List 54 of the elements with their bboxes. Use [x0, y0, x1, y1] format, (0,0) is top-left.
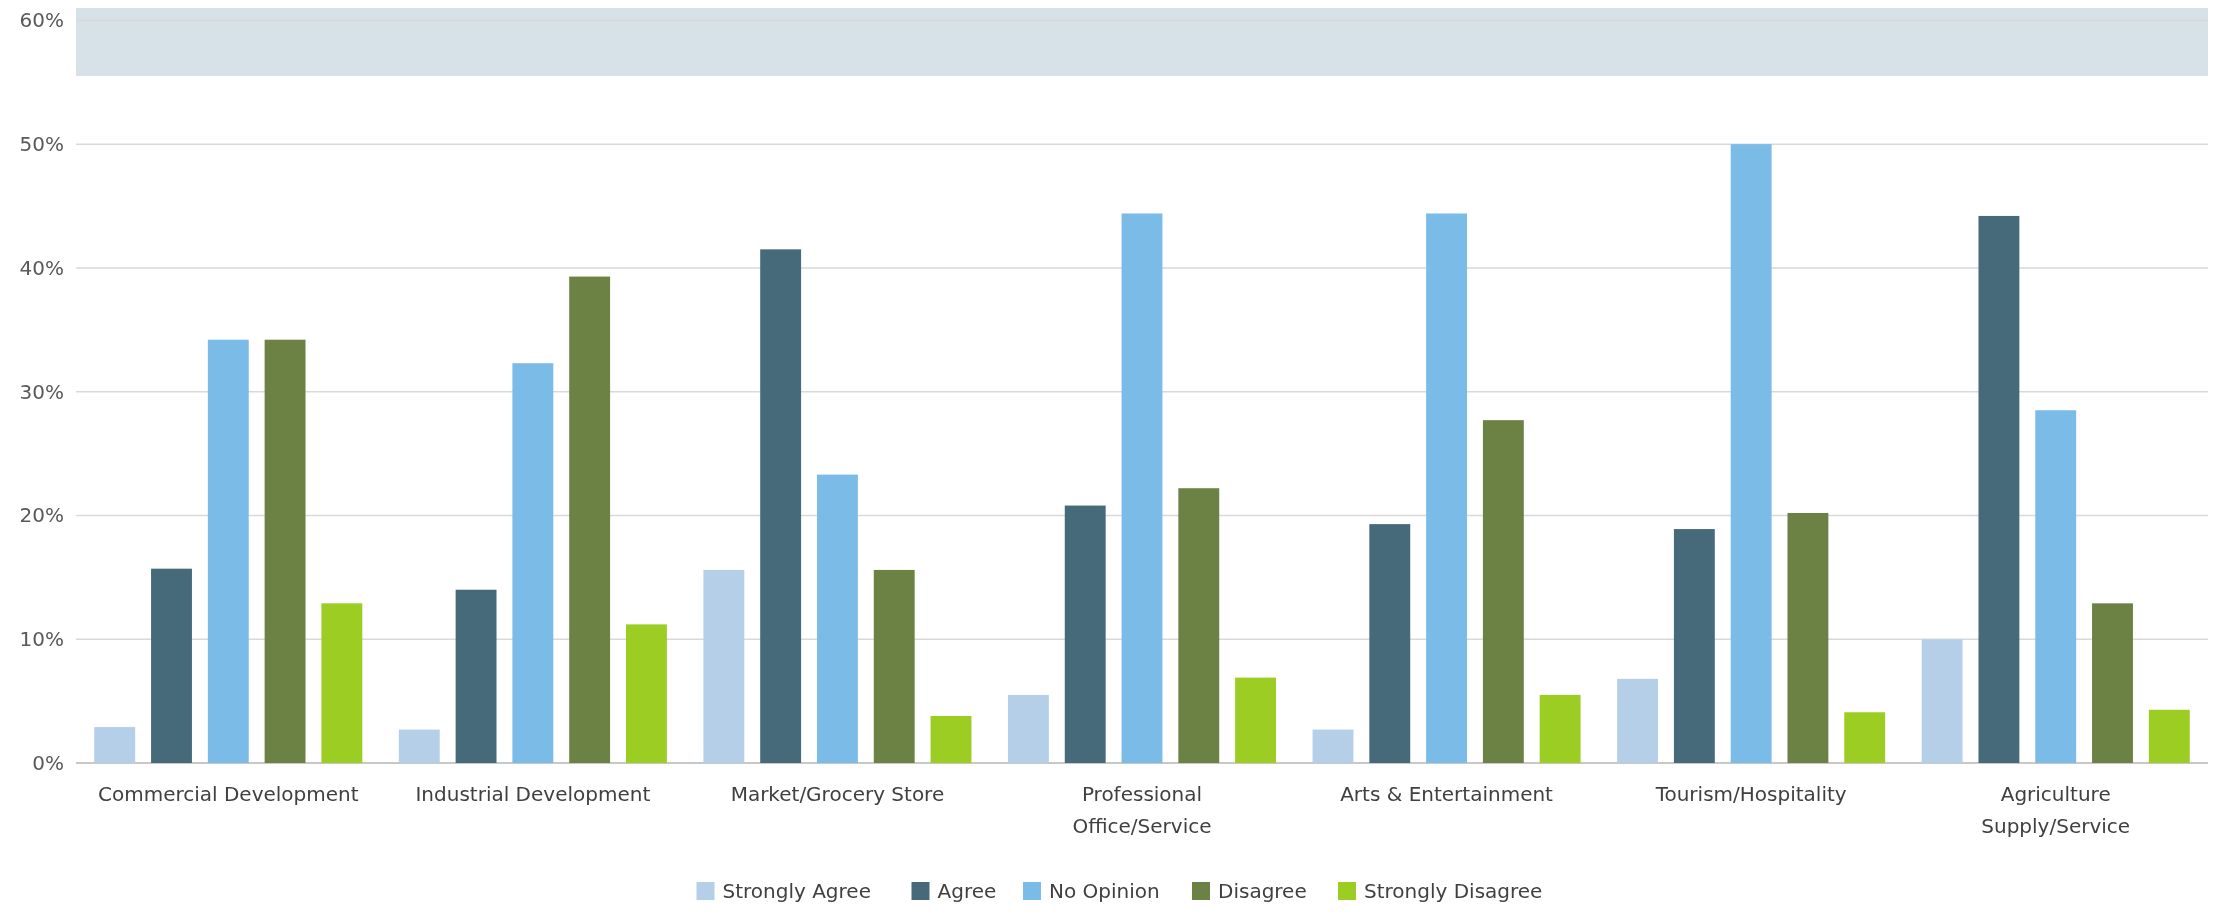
bar	[569, 276, 611, 763]
bar	[512, 363, 554, 763]
bar	[1426, 213, 1468, 763]
y-tick-label: 10%	[19, 627, 64, 652]
bar	[1482, 420, 1524, 763]
bar	[1539, 694, 1581, 763]
bar	[1369, 524, 1411, 763]
bar	[816, 474, 858, 763]
x-tick-label: Commercial Development	[97, 782, 359, 806]
legend-label: Agree	[937, 879, 997, 903]
bar	[94, 727, 136, 763]
bar	[264, 339, 306, 763]
bar	[873, 569, 915, 763]
bar	[1978, 215, 2020, 763]
bar	[703, 569, 745, 763]
y-tick-label: 0%	[32, 751, 64, 775]
y-tick-label: 40%	[19, 255, 64, 280]
x-tick-label: Professional Office/Service	[1072, 782, 1212, 838]
legend-label: Strongly Disagree	[1364, 879, 1543, 903]
x-tick-label: Industrial Development	[415, 782, 651, 806]
bar	[1178, 488, 1220, 763]
bar	[760, 249, 802, 763]
bar	[1312, 729, 1354, 763]
bar	[625, 624, 667, 763]
bar	[1007, 694, 1049, 763]
bar	[455, 589, 497, 763]
bar	[2092, 603, 2133, 763]
bar	[398, 729, 440, 763]
bar	[1844, 712, 1886, 763]
bar	[930, 715, 972, 763]
legend-label: No Opinion	[1049, 879, 1160, 903]
bar	[151, 568, 192, 763]
x-tick-label: Arts & Entertainment	[1340, 782, 1554, 806]
y-tick-label: 60%	[19, 8, 64, 33]
bar	[321, 603, 363, 763]
bar	[1673, 529, 1715, 763]
bar	[2035, 410, 2077, 763]
bar	[1617, 678, 1659, 763]
y-tick-label: 50%	[19, 132, 64, 157]
bar	[1121, 213, 1163, 763]
bar	[1064, 505, 1106, 763]
x-tick-label: Tourism/Hospitality	[1654, 782, 1847, 806]
legend-label: Strongly Agree	[722, 879, 871, 903]
bar	[207, 339, 249, 763]
bar	[1921, 639, 1963, 763]
bar	[1787, 512, 1829, 763]
legend-label: Disagree	[1218, 879, 1307, 903]
x-tick-label: Agriculture Supply/Service	[1981, 782, 2131, 838]
x-tick-label: Market/Grocery Store	[730, 782, 945, 806]
bar	[2148, 709, 2190, 763]
y-tick-label: 30%	[19, 379, 64, 404]
bar	[1235, 677, 1277, 763]
bar	[1730, 144, 1772, 763]
y-tick-label: 20%	[19, 503, 64, 528]
